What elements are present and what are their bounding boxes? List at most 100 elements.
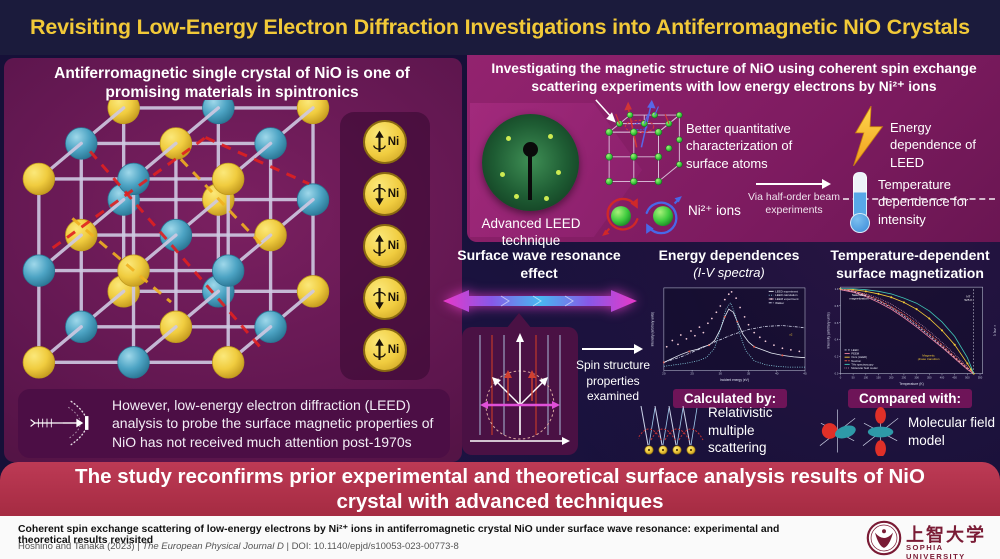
page-title: Revisiting Low-Energy Electron Diffracti… (30, 15, 970, 39)
svg-text:0: 0 (840, 375, 842, 379)
spin-down-icon (372, 184, 386, 206)
svg-text:25: 25 (690, 372, 694, 376)
svg-text:400: 400 (940, 375, 945, 379)
svg-text:450: 450 (952, 375, 957, 379)
calculated-badge-row: Calculated by: (640, 389, 820, 408)
ni-spin-ball: Ni (363, 172, 407, 216)
compared-badge-row: Compared with: (820, 389, 1000, 408)
spin-structure-text: Spin structure properties examined (575, 358, 651, 404)
temperature-chart: 0 50 100 150 200 250 300 350 400 450 500 550 0.0 0.2 0… (827, 287, 996, 386)
spin-down-icon (372, 288, 386, 310)
srw-heading: Surface wave resonance effect (457, 247, 621, 282)
ni-label: Ni (387, 240, 400, 252)
svg-text:0.8: 0.8 (835, 304, 839, 308)
flow-arrow (756, 179, 831, 189)
calculated-label: Relativistic multiple scattering (708, 405, 773, 456)
ni-spin-ball: Ni (363, 276, 407, 320)
svg-text:Neutron: Neutron (851, 359, 861, 363)
bubble-pointer (506, 313, 532, 329)
title-banner: Revisiting Low-Energy Electron Diffracti… (0, 0, 1000, 55)
calculated-badge: Calculated by: (672, 389, 788, 408)
temperature-dependence-text: Temperature dependence for intensity (878, 177, 969, 227)
diffraction-spots-icon (506, 136, 511, 141)
scattering-icon (638, 406, 704, 455)
svg-text:40: 40 (775, 372, 779, 376)
svg-text:Molecular field model: Molecular field model (851, 366, 878, 370)
compared-label: Molecular field model (908, 415, 996, 448)
citation-doi: | DOI: 10.1140/epjd/s10053-023-00773-8 (283, 541, 459, 552)
svg-text:550: 550 (978, 375, 983, 379)
leed-gun-icon (30, 400, 89, 446)
svg-text:0.0: 0.0 (835, 372, 839, 376)
svg-text:45: 45 (803, 372, 807, 376)
via-text: Via half-order beam experiments (747, 191, 841, 217)
svg-text:Walker: Walker (775, 301, 784, 305)
svg-text:Incident energy (eV): Incident energy (eV) (720, 378, 749, 382)
univ-name-en: SOPHIA UNIVERSITY (906, 543, 966, 559)
svg-text:35: 35 (747, 372, 751, 376)
spin-up-icon (372, 234, 386, 256)
svg-text:∝ √Is(T): ∝ √Is(T) (993, 325, 996, 336)
energy-chart-subtitle: (I-V spectra) (693, 265, 765, 280)
problem-box (18, 389, 450, 458)
benefit-text: Better quantitative characterization of … (686, 121, 793, 171)
svg-text:1.0: 1.0 (835, 287, 839, 291)
problem-text: However, low-energy electron diffraction… (112, 397, 434, 450)
svg-text:THz spectroscopy: THz spectroscopy (851, 362, 874, 366)
svg-text:LEED: LEED (851, 348, 858, 352)
svg-text:x2: x2 (789, 333, 792, 337)
svg-text:20: 20 (662, 372, 666, 376)
spin-up-icon (372, 130, 386, 152)
electron-gun-icon (523, 142, 538, 200)
conclusion-banner: The study reconfirms prior experimental … (0, 462, 1000, 516)
svg-text:Ours (LEED): Ours (LEED) (851, 355, 867, 359)
svg-text:150: 150 (876, 375, 881, 379)
energy-chart-title: Energy dependences (658, 247, 800, 263)
lightning-icon (853, 106, 884, 166)
surface-wave-arrow (443, 290, 637, 312)
energy-dependence-text: Energy dependence of LEED (890, 120, 977, 170)
srw-diagram (470, 333, 570, 445)
svg-text:Intensity (arbitrary units): Intensity (arbitrary units) (827, 312, 831, 348)
svg-text:350: 350 (927, 375, 932, 379)
left-heading: Antiferromagnetic single crystal of NiO … (54, 65, 410, 102)
svg-text:500: 500 (965, 375, 970, 379)
right-heading: Investigating the magnetic structure of … (491, 61, 977, 94)
dashed-divider (843, 198, 995, 200)
svg-text:PEEM: PEEM (851, 352, 860, 356)
svg-text:LEED calculation: LEED calculation (775, 293, 798, 297)
thermometer-icon (850, 172, 870, 233)
compared-badge: Compared with: (847, 389, 972, 408)
spin-up-icon (372, 338, 386, 360)
citation: Hoshino and Tanaka (2023) | The European… (18, 541, 818, 552)
svg-text:50: 50 (852, 375, 855, 379)
svg-text:200: 200 (889, 375, 894, 379)
svg-text:100: 100 (864, 375, 869, 379)
ni-label: Ni (387, 136, 400, 148)
ni-label: Ni (387, 188, 400, 200)
sophia-university-logo (866, 520, 902, 556)
svg-text:0.2: 0.2 (835, 355, 839, 359)
ni-spin-column: Ni Ni Ni Ni Ni (340, 112, 430, 380)
citation-authors: Hoshino and Tanaka (2023) | (18, 541, 143, 552)
svg-text:Intensity (arbitrary units): Intensity (arbitrary units) (650, 312, 654, 347)
svg-text:0.6: 0.6 (835, 321, 839, 325)
ni-label: Ni (387, 344, 400, 356)
ni-spin-ball: Ni (363, 120, 407, 164)
ni-spin-ball: Ni (363, 224, 407, 268)
temp-chart-title: Temperature-dependent surface magnetizat… (830, 247, 990, 281)
ni-spin-ball: Ni (363, 328, 407, 372)
journal-name: The European Physical Journal D (142, 541, 284, 552)
spin-structure-arrow (582, 344, 643, 354)
svg-text:30: 30 (719, 372, 723, 376)
ions-label: Ni²⁺ ions (688, 203, 741, 218)
footer (0, 516, 1000, 559)
ni-label: Ni (387, 292, 400, 304)
leed-caption: Advanced LEED technique (481, 216, 581, 248)
nio-spin-cube-icon (595, 99, 683, 186)
